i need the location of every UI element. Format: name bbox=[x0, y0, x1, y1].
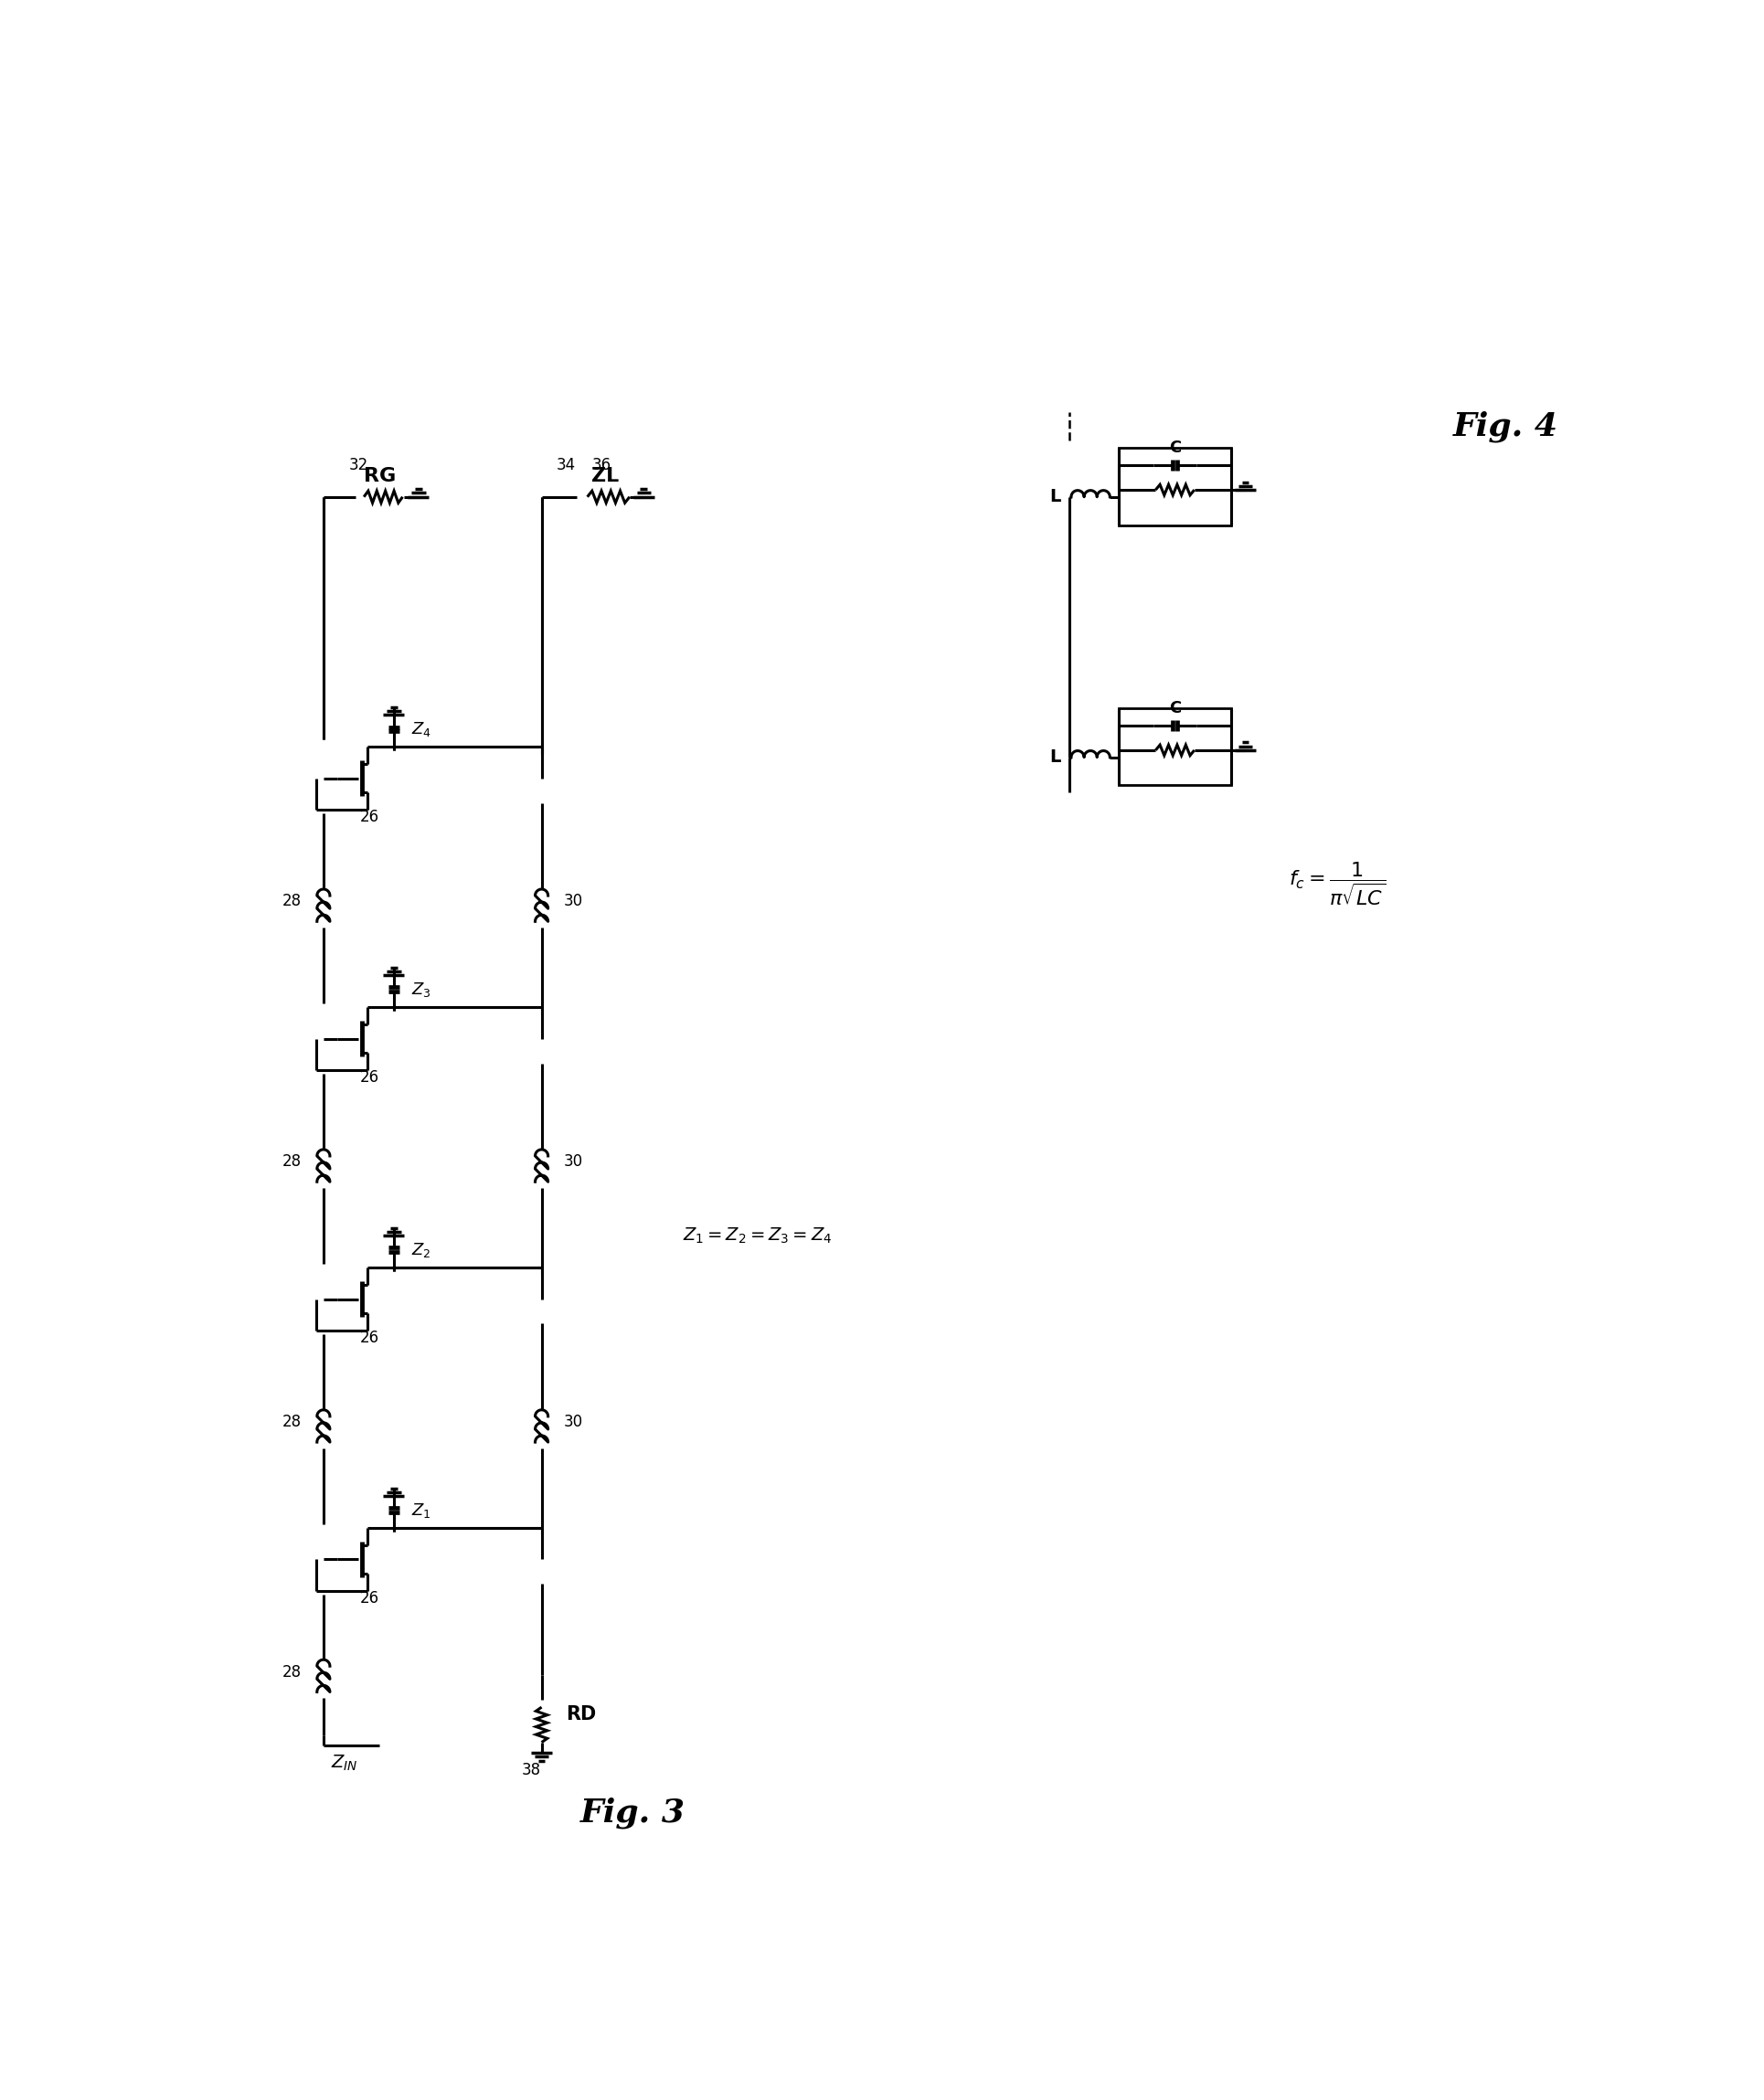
Text: $Z_1$: $Z_1$ bbox=[411, 1502, 430, 1518]
Text: 28: 28 bbox=[282, 1413, 302, 1430]
Text: C: C bbox=[1170, 439, 1182, 456]
Text: 28: 28 bbox=[282, 892, 302, 909]
Text: C: C bbox=[1170, 699, 1182, 716]
Text: ZL: ZL bbox=[591, 466, 619, 485]
Text: 28: 28 bbox=[282, 1663, 302, 1680]
Text: $Z_3$: $Z_3$ bbox=[411, 981, 430, 1000]
Text: $f_c = \dfrac{1}{\pi\sqrt{LC}}$: $f_c = \dfrac{1}{\pi\sqrt{LC}}$ bbox=[1288, 861, 1385, 907]
Text: 32: 32 bbox=[349, 458, 369, 472]
Text: L: L bbox=[1050, 487, 1060, 506]
Text: RG: RG bbox=[363, 466, 395, 485]
Text: 26: 26 bbox=[360, 808, 379, 825]
Text: L: L bbox=[1050, 748, 1060, 766]
Text: RD: RD bbox=[566, 1705, 596, 1724]
Bar bbox=[1118, 708, 1231, 785]
Text: 30: 30 bbox=[564, 892, 582, 909]
Text: 36: 36 bbox=[591, 458, 610, 472]
Bar bbox=[1118, 447, 1231, 525]
Text: $Z_4$: $Z_4$ bbox=[411, 720, 432, 739]
Text: Fig. 3: Fig. 3 bbox=[580, 1798, 686, 1829]
Text: 30: 30 bbox=[564, 1413, 582, 1430]
Text: 28: 28 bbox=[282, 1153, 302, 1170]
Text: 26: 26 bbox=[360, 1069, 379, 1086]
Text: 26: 26 bbox=[360, 1590, 379, 1606]
Text: $Z_2$: $Z_2$ bbox=[411, 1241, 430, 1258]
Text: 30: 30 bbox=[564, 1153, 582, 1170]
Text: Fig. 4: Fig. 4 bbox=[1454, 412, 1558, 443]
Text: 34: 34 bbox=[557, 458, 575, 472]
Text: 26: 26 bbox=[360, 1329, 379, 1346]
Text: $Z_{IN}$: $Z_{IN}$ bbox=[332, 1754, 358, 1772]
Text: $Z_1=Z_2=Z_3=Z_4$: $Z_1=Z_2=Z_3=Z_4$ bbox=[683, 1226, 831, 1245]
Text: 38: 38 bbox=[522, 1762, 542, 1779]
